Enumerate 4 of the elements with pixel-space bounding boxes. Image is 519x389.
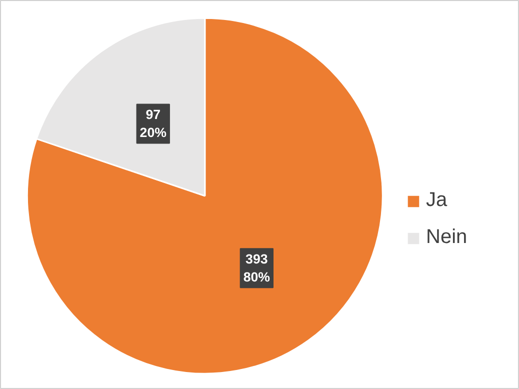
data-label: 393 80%	[243, 252, 270, 285]
data-label: 97 20%	[140, 107, 167, 140]
legend-label: Ja	[426, 189, 448, 212]
legend-label: Nein	[426, 226, 468, 249]
